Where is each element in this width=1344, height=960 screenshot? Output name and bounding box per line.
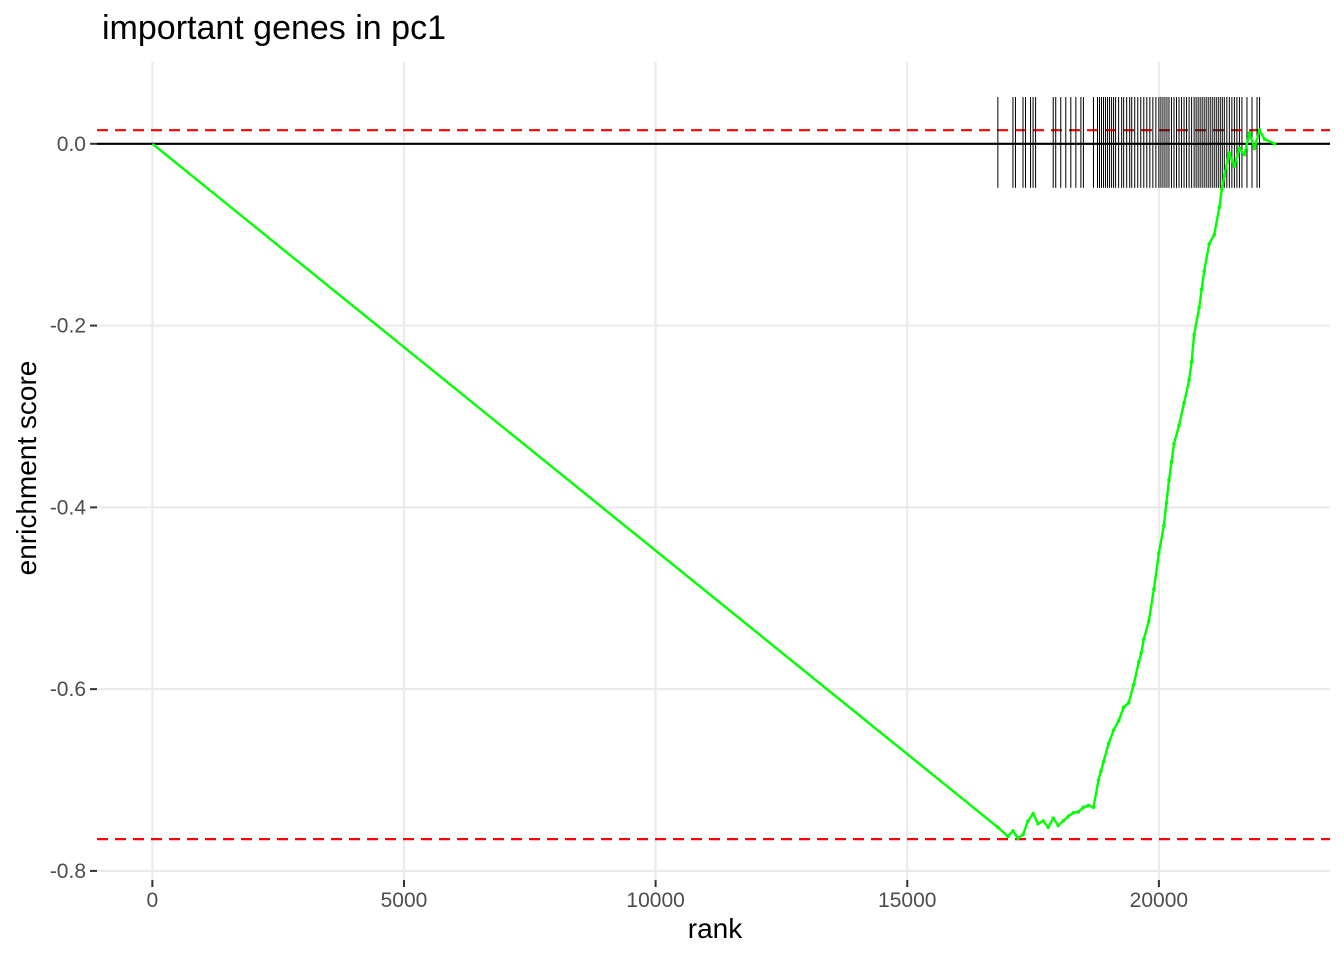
series-point-36 <box>1164 501 1169 505</box>
series-point-14 <box>1066 814 1071 819</box>
series-point-48 <box>1207 241 1212 246</box>
series-point-32 <box>1147 619 1151 623</box>
y-axis: 0.0 -0.2 -0.4 -0.6 -0.8 <box>50 133 97 883</box>
series-point-21 <box>1099 769 1103 773</box>
series-point-52 <box>1222 173 1227 178</box>
series-point-58 <box>1252 146 1257 151</box>
series-point-26 <box>1121 705 1126 710</box>
series-point-19 <box>1091 805 1096 810</box>
series-group <box>151 128 1277 840</box>
series-point-30 <box>1139 650 1144 655</box>
series-point-27 <box>1126 700 1131 705</box>
series-point-20 <box>1096 778 1101 782</box>
series-point-50 <box>1217 205 1222 210</box>
series-point-57 <box>1247 131 1252 135</box>
series-point-29 <box>1136 660 1141 664</box>
series-point-13 <box>1061 819 1066 823</box>
series-point-49 <box>1212 232 1217 237</box>
series-point-53 <box>1227 151 1232 155</box>
x-tick-label-0: 0 <box>147 889 159 912</box>
y-tick-label-0: 0.0 <box>57 133 86 156</box>
series-point-42 <box>1187 378 1191 382</box>
series-line-0 <box>151 128 1276 840</box>
series-point-16 <box>1076 810 1081 814</box>
series-point-24 <box>1111 728 1116 732</box>
series-point-45 <box>1197 305 1201 310</box>
series-point-5 <box>1021 832 1025 837</box>
series-point-37 <box>1167 478 1171 482</box>
series-point-46 <box>1199 287 1204 292</box>
series-point-1 <box>996 825 1000 830</box>
series-point-7 <box>1031 811 1035 816</box>
series-point-44 <box>1192 332 1196 337</box>
x-tick-label-2: 10000 <box>626 889 684 912</box>
series-point-12 <box>1056 823 1061 828</box>
series-point-6 <box>1026 819 1030 823</box>
series-point-55 <box>1237 146 1242 151</box>
x-axis-title: rank <box>688 913 743 944</box>
series-point-11 <box>1051 816 1056 820</box>
series-point-4 <box>1016 836 1020 840</box>
x-tick-label-3: 15000 <box>878 889 936 912</box>
gene-hit-marks <box>997 97 1261 188</box>
series-point-33 <box>1152 587 1156 591</box>
series-point-2 <box>1006 834 1010 839</box>
series-point-61 <box>1272 142 1277 146</box>
series-point-54 <box>1232 164 1237 169</box>
series-point-17 <box>1081 805 1086 810</box>
threshold-lines <box>97 129 1330 841</box>
series-point-10 <box>1046 825 1050 830</box>
grid <box>97 62 1330 880</box>
series-point-60 <box>1262 137 1267 142</box>
series-point-47 <box>1202 269 1206 273</box>
series-point-18 <box>1086 803 1091 808</box>
y-axis-title: enrichment score <box>11 361 42 576</box>
series-point-59 <box>1257 128 1262 132</box>
y-tick-label-4: -0.8 <box>50 860 86 883</box>
y-tick-label-3: -0.6 <box>50 678 86 701</box>
series-point-8 <box>1036 821 1040 826</box>
y-tick-label-1: -0.2 <box>50 315 86 338</box>
series-point-31 <box>1141 637 1146 641</box>
series-point-22 <box>1101 760 1106 764</box>
series-point-9 <box>1041 819 1045 823</box>
series-point-51 <box>1219 187 1224 192</box>
series-point-41 <box>1182 401 1186 405</box>
series-point-56 <box>1242 152 1247 157</box>
x-tick-label-1: 5000 <box>381 889 428 912</box>
series-point-3 <box>1011 829 1015 833</box>
series-point-25 <box>1116 719 1121 723</box>
series-point-35 <box>1162 523 1166 528</box>
series-point-39 <box>1172 441 1176 446</box>
series-point-28 <box>1131 682 1136 687</box>
series-point-23 <box>1106 741 1111 746</box>
series-point-38 <box>1169 460 1174 464</box>
series-point-34 <box>1157 551 1161 555</box>
series-point-40 <box>1177 423 1181 428</box>
chart-title: important genes in pc1 <box>102 9 446 47</box>
y-tick-label-2: -0.4 <box>50 496 87 519</box>
series-point-43 <box>1189 360 1194 364</box>
x-tick-label-4: 20000 <box>1130 889 1188 912</box>
x-axis: 0 5000 10000 15000 20000 <box>147 880 1188 912</box>
series-point-15 <box>1071 810 1076 815</box>
